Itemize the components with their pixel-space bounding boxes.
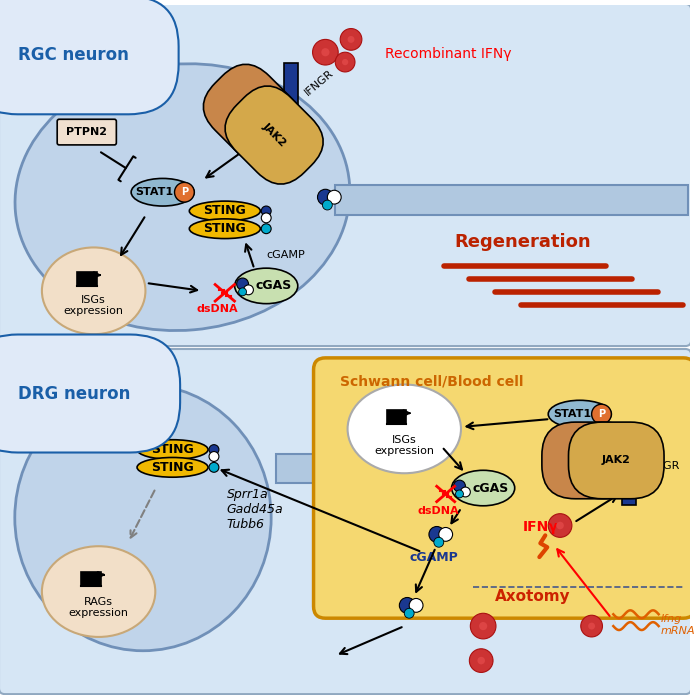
Text: STING: STING [204, 222, 246, 235]
Text: STAT1: STAT1 [553, 409, 591, 419]
Circle shape [581, 615, 603, 637]
Circle shape [479, 622, 487, 630]
Text: JAK2: JAK2 [260, 121, 288, 149]
Circle shape [261, 224, 271, 234]
Ellipse shape [15, 64, 350, 330]
Bar [284, 63, 298, 134]
Text: STING: STING [204, 204, 246, 218]
Circle shape [244, 285, 253, 295]
Text: DRG neuron: DRG neuron [18, 384, 130, 402]
Text: RAGs
expression: RAGs expression [69, 596, 129, 618]
Ellipse shape [348, 384, 461, 473]
Text: JAK2: JAK2 [602, 456, 631, 466]
Bar [77, 272, 97, 286]
Text: Regeneration: Regeneration [454, 232, 591, 251]
Text: PNS: PNS [38, 365, 88, 385]
Ellipse shape [234, 268, 298, 304]
Text: cGAS: cGAS [473, 482, 509, 494]
Circle shape [556, 522, 564, 529]
Ellipse shape [131, 178, 194, 206]
Circle shape [439, 528, 453, 541]
Circle shape [318, 189, 333, 205]
Ellipse shape [189, 201, 260, 220]
Circle shape [348, 36, 354, 43]
Circle shape [209, 463, 219, 473]
FancyBboxPatch shape [0, 349, 691, 694]
Circle shape [470, 613, 496, 639]
Text: Recombinant IFNγ: Recombinant IFNγ [384, 47, 511, 61]
Circle shape [454, 480, 466, 492]
Circle shape [209, 452, 219, 461]
Text: IFNGR: IFNGR [646, 461, 680, 471]
Text: cGAMP: cGAMP [410, 551, 459, 564]
Text: Ifng
mRNA: Ifng mRNA [661, 615, 695, 636]
Ellipse shape [15, 384, 271, 651]
Text: cGAS: cGAS [256, 279, 292, 293]
Text: IFNGR: IFNGR [302, 68, 335, 97]
Text: Sprr1a
Gadd45a
Tubb6: Sprr1a Gadd45a Tubb6 [227, 488, 284, 531]
Circle shape [592, 404, 611, 424]
Circle shape [410, 598, 423, 612]
Text: P: P [598, 409, 605, 419]
Bar [81, 572, 101, 586]
FancyBboxPatch shape [57, 119, 116, 145]
Circle shape [429, 526, 444, 542]
Circle shape [321, 48, 330, 56]
Circle shape [342, 59, 349, 65]
Circle shape [261, 206, 271, 216]
Text: ISGs
expression: ISGs expression [374, 435, 434, 456]
Circle shape [323, 200, 332, 210]
Circle shape [237, 278, 248, 290]
Circle shape [335, 52, 355, 72]
Circle shape [405, 608, 414, 618]
Circle shape [477, 657, 485, 664]
FancyBboxPatch shape [314, 358, 695, 618]
Text: IFNγ: IFNγ [522, 521, 558, 535]
Text: STING: STING [151, 443, 194, 456]
Circle shape [239, 288, 246, 296]
Circle shape [328, 190, 341, 204]
Circle shape [340, 29, 362, 50]
Text: CNS: CNS [38, 27, 88, 47]
Ellipse shape [452, 470, 514, 506]
Text: cGAMP: cGAMP [266, 251, 305, 260]
Text: ISGs
expression: ISGs expression [64, 295, 124, 316]
Ellipse shape [42, 248, 146, 334]
Text: STING: STING [151, 461, 194, 474]
Circle shape [434, 538, 444, 547]
Ellipse shape [137, 458, 208, 477]
Ellipse shape [42, 546, 155, 637]
Ellipse shape [137, 440, 208, 459]
Bar [386, 410, 406, 424]
Text: JAK1: JAK1 [239, 99, 266, 127]
Text: STAT1: STAT1 [136, 187, 174, 197]
Circle shape [261, 213, 271, 223]
Polygon shape [276, 454, 688, 483]
Circle shape [174, 183, 194, 202]
Ellipse shape [548, 400, 611, 428]
Circle shape [456, 490, 463, 498]
Circle shape [209, 444, 219, 454]
Text: Axotomy: Axotomy [495, 589, 570, 604]
Polygon shape [335, 186, 688, 215]
Circle shape [548, 514, 572, 538]
Text: Schwann cell/Blood cell: Schwann cell/Blood cell [340, 374, 524, 388]
Ellipse shape [189, 219, 260, 239]
Bar [622, 428, 636, 505]
Circle shape [399, 598, 415, 613]
Text: dsDNA: dsDNA [196, 304, 238, 314]
FancyBboxPatch shape [0, 4, 691, 346]
Circle shape [313, 39, 338, 65]
Text: RGC neuron: RGC neuron [18, 46, 129, 64]
Text: PTPN2: PTPN2 [66, 127, 107, 137]
Circle shape [588, 622, 595, 629]
Circle shape [470, 649, 493, 673]
Text: dsDNA: dsDNA [418, 505, 460, 516]
Circle shape [461, 487, 470, 497]
Text: P: P [181, 187, 188, 197]
Text: JAK1: JAK1 [575, 456, 604, 466]
